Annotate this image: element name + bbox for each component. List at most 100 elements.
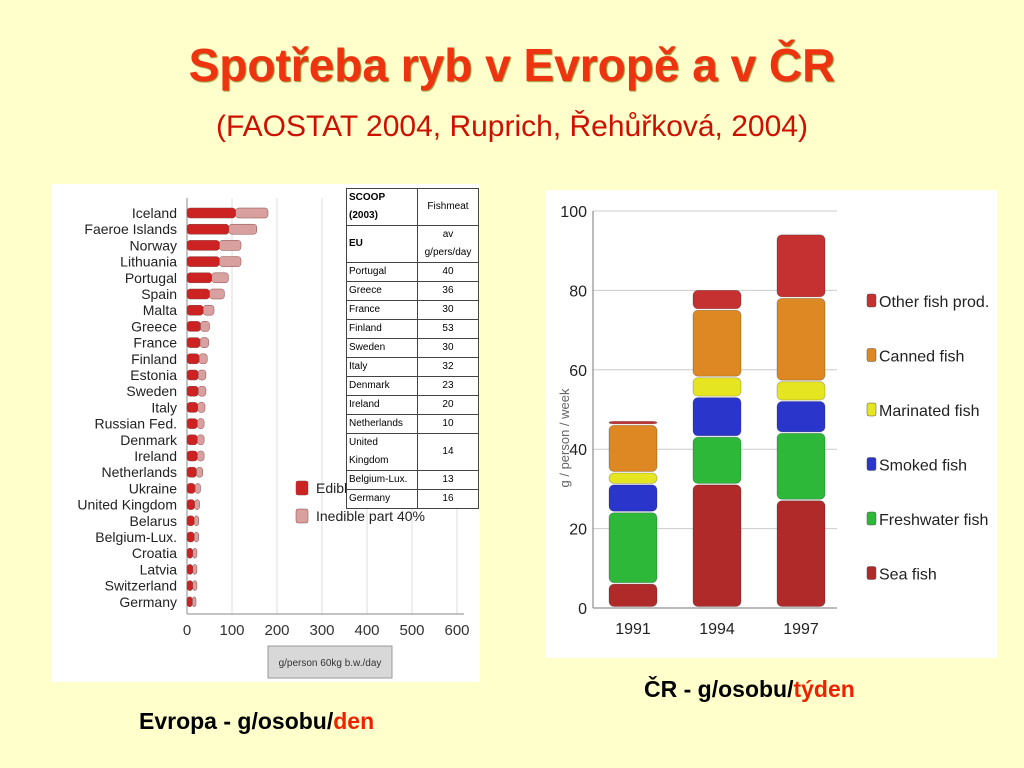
country-label: Lithuania [120, 254, 177, 270]
scoop-row: Denmark 23 [346, 376, 480, 396]
bar-edible [186, 418, 198, 429]
scoop-country-cell: Italy [346, 357, 418, 377]
scoop-value-cell: 23 [416, 376, 480, 396]
czech-consumption-chart: 0 20 40 60 80 100 g / person / week 1991 1994 199… [557, 204, 989, 638]
scoop-row: United Kingdom 14 [346, 433, 480, 471]
scoop-country-cell: Portugal [346, 262, 418, 282]
bar-inedible [200, 321, 210, 332]
scoop-country-cell: Germany [346, 489, 418, 509]
scoop-value-cell: 36 [416, 281, 480, 301]
legend-swatch [866, 511, 877, 526]
scoop-country-cell: Greece [346, 281, 418, 301]
caption-europe-prefix: Evropa - g/osobu/ [139, 708, 334, 734]
bar-edible [186, 466, 197, 478]
bar-edible [186, 337, 201, 348]
country-label: United Kingdom [77, 497, 177, 513]
x-tick-label: 200 [264, 622, 289, 639]
country-label: Belarus [130, 513, 177, 529]
country-label: Norway [130, 237, 177, 253]
legend-label: Smoked fish [879, 458, 967, 475]
bar-edible [186, 207, 236, 219]
country-label: Spain [141, 286, 177, 302]
legend-label: Other fish prod. [879, 294, 989, 311]
scoop-country-cell: Belgium-Lux. [346, 470, 418, 490]
scoop-country-cell: Sweden [346, 338, 418, 358]
bar-segment [776, 401, 826, 433]
bar-edible [186, 272, 212, 284]
scoop-country-cell: Denmark [346, 376, 418, 396]
x-axis-label-box [267, 645, 393, 679]
y-tick-label: 20 [569, 522, 587, 539]
bar-inedible [193, 515, 199, 527]
country-label: Italy [151, 399, 177, 415]
bar-edible [186, 483, 196, 494]
bar-edible [186, 499, 195, 510]
bar-edible [186, 321, 201, 332]
bar-segment [608, 424, 658, 472]
bar-edible [186, 223, 230, 235]
scoop-header-cell: EU [346, 225, 418, 263]
bar-segment [692, 309, 742, 377]
country-label: Latvia [140, 561, 178, 577]
bar-edible [186, 256, 220, 267]
y-tick-label: 60 [569, 363, 587, 380]
caption-europe: Evropa - g/osobu/den [139, 708, 374, 735]
scoop-value-cell: 16 [416, 489, 480, 509]
bar-edible [186, 596, 193, 608]
scoop-table: SCOOP (2003) Fishmeat EU av g/pers/day P… [346, 188, 480, 509]
caption-czech: ČR - g/osobu/týden [644, 676, 855, 703]
bar-segment [608, 421, 658, 425]
bar-inedible [235, 207, 269, 219]
scoop-country-cell: France [346, 300, 418, 320]
bar-inedible [194, 483, 201, 494]
legend-swatch [295, 508, 309, 524]
bar-edible [186, 531, 195, 543]
country-label: Netherlands [102, 464, 178, 480]
country-label: Greece [131, 318, 177, 334]
bar-segment [608, 583, 658, 607]
legend-label: Canned fish [879, 349, 964, 366]
bar-inedible [199, 337, 209, 348]
bar-segment [692, 290, 742, 310]
scoop-row: Ireland 20 [346, 395, 480, 415]
slide-subtitle: (FAOSTAT 2004, Ruprich, Řehůřková, 2004) [216, 110, 808, 143]
scoop-header-row: EU av g/pers/day [346, 225, 480, 263]
bar-inedible [209, 288, 225, 300]
legend-label: Freshwater fish [879, 512, 988, 529]
scoop-value-cell: 10 [416, 414, 480, 434]
bar-inedible [192, 580, 198, 591]
scoop-header-row: SCOOP (2003) Fishmeat [346, 188, 480, 226]
bar-edible [186, 240, 220, 251]
bar-edible [186, 288, 210, 300]
caption-czech-prefix: ČR - g/osobu/ [644, 676, 794, 702]
country-label: Iceland [132, 205, 177, 221]
bar-inedible [202, 304, 215, 316]
country-label: Portugal [125, 270, 177, 286]
scoop-value-cell: 20 [416, 395, 480, 415]
country-label: Croatia [132, 545, 177, 561]
scoop-row: Greece 36 [346, 281, 480, 301]
y-axis-label: g / person / week [557, 388, 572, 487]
slide-title: Spotřeba ryb v Evropě a v ČR [188, 39, 836, 91]
czech-chart-panel: 0 20 40 60 80 100 g / person / week 1991 1994 199… [545, 190, 997, 658]
bar-inedible [228, 223, 258, 235]
scoop-value-cell: 53 [416, 319, 480, 339]
country-label: Belgium-Lux. [95, 529, 177, 545]
country-label: Switzerland [105, 578, 177, 594]
bar-inedible [211, 272, 229, 284]
bar-inedible [192, 596, 197, 608]
legend-swatch [866, 457, 877, 471]
bar-inedible [198, 353, 208, 365]
country-label: Malta [143, 302, 177, 318]
scoop-country-cell: Netherlands [346, 414, 418, 434]
legend-swatch [295, 480, 309, 496]
scoop-country-cell: Finland [346, 319, 418, 339]
scoop-table-body: SCOOP (2003) Fishmeat EU av g/pers/day P… [346, 188, 480, 509]
bar-segment [776, 297, 826, 381]
y-tick-label: 0 [578, 601, 587, 618]
country-label: Germany [119, 594, 177, 610]
bar-segment [608, 512, 658, 584]
bar-segment [692, 484, 742, 607]
x-tick-label: 500 [399, 622, 424, 639]
legend-swatch [866, 348, 877, 362]
